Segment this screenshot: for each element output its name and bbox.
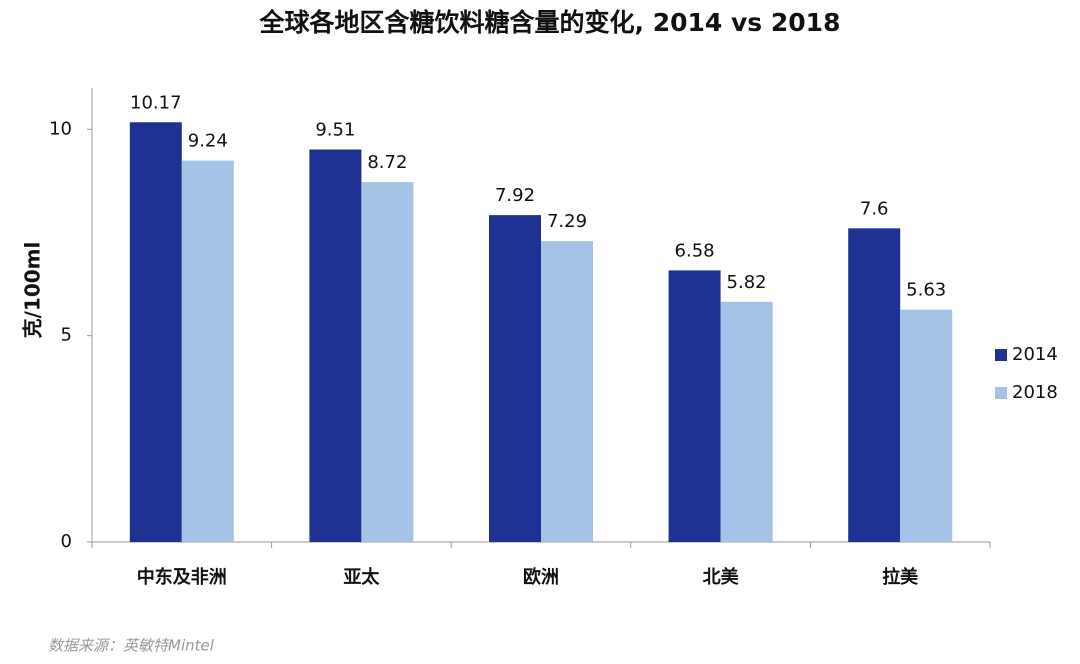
legend-label: 2014 xyxy=(1012,344,1058,365)
y-tick-label: 10 xyxy=(49,118,72,139)
data-label: 7.6 xyxy=(860,198,889,219)
source-note: 数据来源：英敏特Mintel xyxy=(48,637,215,655)
bar xyxy=(900,309,953,542)
legend-swatch xyxy=(995,349,1007,361)
legend-label: 2018 xyxy=(1012,382,1058,403)
y-tick-label: 0 xyxy=(61,531,72,552)
data-label: 5.82 xyxy=(727,272,767,293)
bar xyxy=(129,122,182,543)
bar xyxy=(361,182,414,543)
data-label: 5.63 xyxy=(906,280,946,301)
chart-title: 全球各地区含糖饮料糖含量的变化, 2014 vs 2018 xyxy=(259,8,841,37)
bar xyxy=(309,149,362,542)
x-tick-label: 欧洲 xyxy=(523,566,559,588)
data-label: 8.72 xyxy=(367,152,407,173)
data-label: 9.51 xyxy=(315,119,355,140)
data-label: 7.92 xyxy=(495,185,535,206)
x-tick-label: 亚太 xyxy=(343,566,380,588)
legend-swatch xyxy=(995,387,1007,399)
data-label: 6.58 xyxy=(675,240,715,261)
x-tick-label: 北美 xyxy=(703,566,739,588)
bar xyxy=(720,301,773,542)
data-label: 7.29 xyxy=(547,211,587,232)
y-tick-label: 5 xyxy=(61,325,72,346)
bar xyxy=(541,241,593,542)
x-tick-label: 拉美 xyxy=(882,566,918,588)
bar xyxy=(181,160,234,542)
bar xyxy=(848,228,901,542)
bar xyxy=(668,270,721,542)
y-axis-label: 克/100ml xyxy=(21,242,45,339)
data-label: 9.24 xyxy=(188,131,228,152)
bar xyxy=(489,215,541,542)
x-tick-label: 中东及非洲 xyxy=(137,566,227,588)
data-label: 10.17 xyxy=(130,92,182,113)
